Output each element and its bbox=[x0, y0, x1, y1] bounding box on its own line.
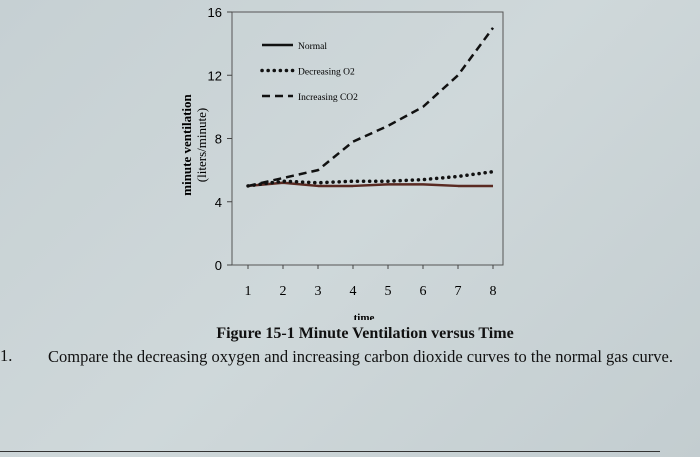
x-tick-label: 2 bbox=[280, 284, 287, 299]
x-tick-label: 1 bbox=[245, 284, 252, 299]
x-tick-label: 6 bbox=[420, 284, 427, 299]
x-tick-label: 3 bbox=[315, 284, 322, 299]
plot-frame bbox=[231, 11, 504, 266]
x-axis-label: time bbox=[354, 312, 375, 320]
x-tick-label: 5 bbox=[385, 284, 392, 299]
legend-label-decreasing-o2: Decreasing O2 bbox=[298, 68, 355, 78]
x-tick-label: 4 bbox=[350, 284, 357, 299]
series-line-decreasing-o2 bbox=[246, 169, 495, 188]
y-tick-label: 0 bbox=[215, 258, 222, 273]
y-tick-label: 4 bbox=[215, 195, 222, 210]
question-text: Compare the decreasing oxygen and increa… bbox=[48, 347, 673, 366]
answer-line bbox=[0, 451, 660, 452]
x-tick-label: 7 bbox=[455, 284, 462, 299]
legend-label-increasing-co2: Increasing CO2 bbox=[298, 93, 358, 103]
series-line-increasing-co2 bbox=[247, 27, 495, 188]
question-number: 1. bbox=[0, 346, 13, 365]
y-tick-label: 12 bbox=[208, 68, 222, 83]
series-line-normal bbox=[247, 181, 493, 188]
y-axis-label: minute ventilation bbox=[179, 93, 194, 195]
figure-caption: Figure 15-1 Minute Ventilation versus Ti… bbox=[216, 325, 514, 342]
y-axis-units: (liters/minute) bbox=[194, 108, 209, 182]
legend-label-normal: Normal bbox=[298, 42, 327, 52]
y-tick-label: 8 bbox=[215, 132, 222, 147]
x-tick-label: 8 bbox=[490, 284, 497, 299]
y-tick-label: 16 bbox=[208, 5, 222, 20]
